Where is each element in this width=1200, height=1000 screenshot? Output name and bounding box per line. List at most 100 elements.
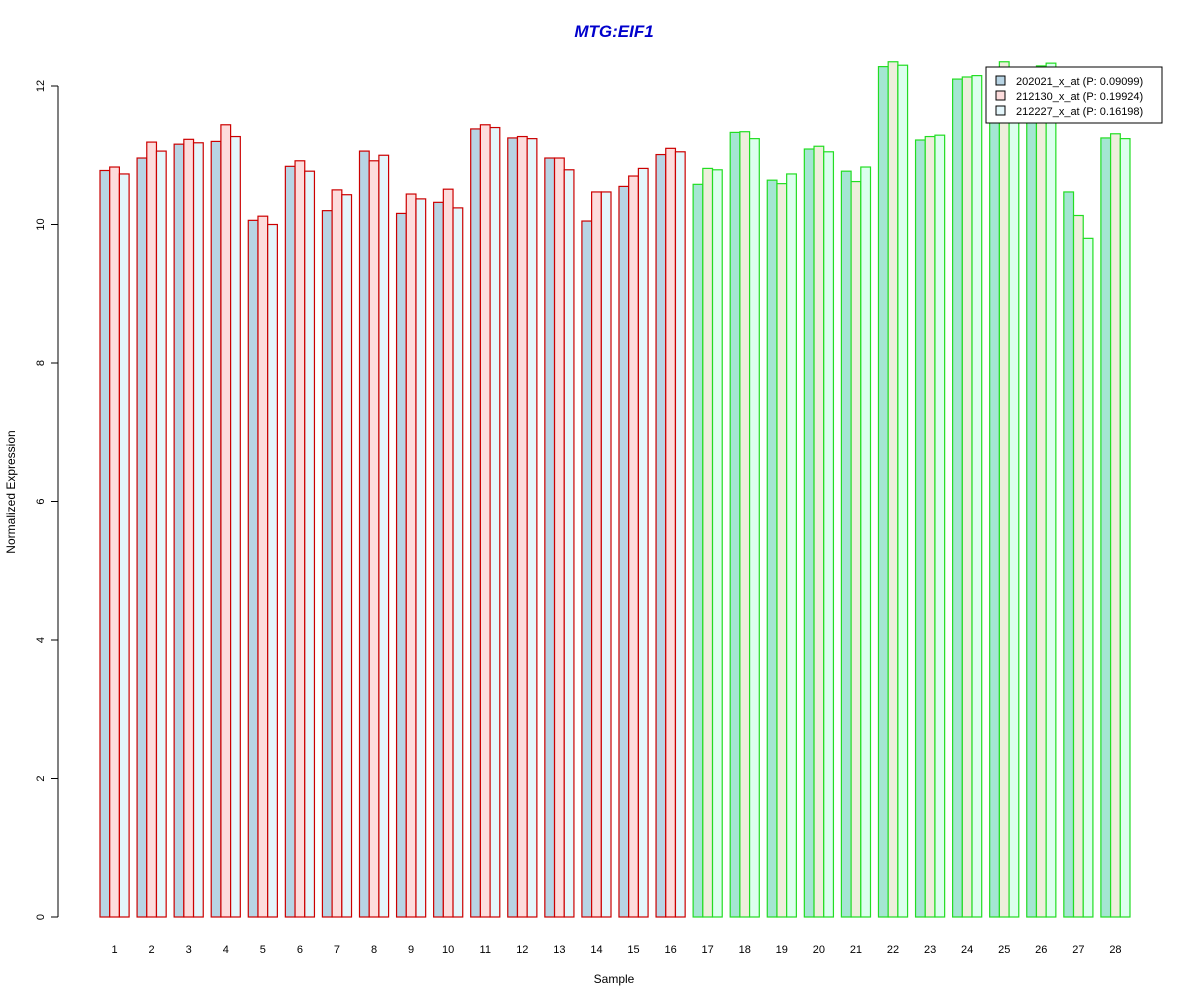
y-tick-label: 12: [35, 80, 47, 92]
bar-sample-26-series-3: [1045, 62, 1057, 918]
bar-sample-4-series-1: [210, 140, 222, 918]
bar-sample-11-series-2: [479, 124, 491, 918]
x-tick-label: 24: [961, 944, 973, 956]
x-tick-label: 19: [776, 944, 788, 956]
bar-sample-19-series-3: [786, 173, 797, 918]
legend-box: [985, 66, 1163, 124]
bar-sample-23-series-3: [934, 134, 946, 918]
y-axis: 0 2 4 6 8 10 12: [35, 80, 59, 920]
bar-sample-17-series-2: [702, 167, 714, 918]
bar-sample-10-series-2: [442, 188, 454, 918]
bar-sample-14-series-2: [591, 191, 602, 918]
bar-sample-27-series-1: [1063, 191, 1075, 918]
bar-sample-23-series-2: [924, 135, 936, 918]
bar-sample-13-series-2: [553, 157, 565, 918]
bar-sample-11-series-3: [489, 126, 501, 918]
bar-sample-7-series-1: [321, 210, 333, 918]
bar-sample-14-series-1: [581, 220, 593, 918]
bar-sample-22-series-1: [877, 66, 889, 918]
bar-sample-9-series-3: [415, 198, 427, 918]
bar-sample-13-series-1: [544, 157, 556, 918]
bar-sample-19-series-2: [776, 183, 788, 918]
x-tick-label: 18: [739, 944, 751, 956]
bar-sample-8-series-3: [378, 154, 390, 918]
x-tick-label: 17: [702, 944, 714, 956]
bar-sample-7-series-2: [331, 189, 343, 918]
x-tick-label: 11: [480, 944, 491, 956]
bar-sample-6-series-3: [304, 170, 316, 918]
bar-sample-12-series-2: [516, 135, 528, 918]
x-tick-label: 28: [1109, 944, 1121, 956]
bar-sample-1-series-3: [118, 173, 130, 918]
x-tick-label: 3: [186, 944, 192, 956]
bar-sample-26-series-1: [1026, 95, 1038, 918]
bar-sample-16-series-2: [665, 147, 677, 918]
bar-sample-27-series-3: [1082, 237, 1094, 918]
bar-sample-12-series-1: [507, 137, 519, 918]
bar-sample-2-series-1: [136, 157, 148, 918]
bar-sample-1-series-1: [99, 169, 111, 918]
bar-sample-25-series-3: [1008, 70, 1020, 918]
x-tick-label: 25: [998, 944, 1010, 956]
x-tick-label: 13: [553, 944, 565, 956]
bar-sample-5-series-3: [267, 223, 278, 918]
bar-sample-18-series-1: [729, 131, 741, 918]
bar-sample-8-series-1: [358, 150, 370, 918]
x-tick-label: 26: [1035, 944, 1047, 956]
bar-sample-6-series-2: [294, 160, 306, 918]
bar-sample-20-series-2: [813, 145, 825, 918]
chart-title: MTG:EIF1: [574, 22, 653, 41]
bar-sample-3-series-2: [183, 138, 195, 918]
bar-sample-24-series-1: [952, 78, 963, 918]
bar-sample-5-series-1: [247, 219, 259, 918]
y-tick-label: 0: [35, 914, 47, 920]
bar-sample-2-series-2: [146, 141, 158, 918]
bar-sample-15-series-3: [637, 167, 649, 918]
bar-sample-3-series-3: [192, 142, 204, 918]
bar-sample-17-series-1: [692, 183, 704, 918]
legend-swatch-2: [995, 90, 1006, 101]
bar-sample-24-series-3: [971, 75, 983, 918]
bar-sample-15-series-1: [618, 185, 630, 918]
x-tick-label: 20: [813, 944, 825, 956]
x-tick-label: 7: [334, 944, 340, 956]
bar-sample-20-series-1: [803, 148, 815, 918]
legend-label-3: 212227_x_at (P: 0.16198): [1016, 106, 1143, 118]
x-tick-label: 15: [627, 944, 639, 956]
bar-sample-23-series-1: [914, 139, 926, 918]
legend-swatch-3: [995, 105, 1006, 116]
legend-label-2: 212130_x_at (P: 0.19924): [1016, 91, 1143, 103]
bar-sample-22-series-3: [897, 64, 909, 918]
bar-sample-16-series-1: [655, 153, 667, 918]
bar-sample-28-series-3: [1119, 138, 1131, 918]
x-tick-label: 1: [111, 944, 117, 956]
x-tick-label: 10: [442, 944, 454, 956]
y-tick-label: 2: [35, 775, 47, 781]
bar-sample-4-series-2: [220, 124, 232, 918]
bar-sample-25-series-2: [998, 61, 1010, 918]
bar-sample-15-series-2: [628, 175, 639, 918]
x-tick-label: 27: [1072, 944, 1084, 956]
bar-sample-16-series-3: [674, 151, 686, 918]
x-tick-label: 2: [149, 944, 155, 956]
legend: 202021_x_at (P: 0.09099) 212130_x_at (P:…: [985, 66, 1163, 124]
bar-sample-21-series-3: [860, 166, 872, 918]
legend-label-1: 202021_x_at (P: 0.09099): [1016, 76, 1143, 88]
bar-sample-9-series-2: [405, 193, 417, 918]
bar-sample-26-series-2: [1035, 65, 1047, 918]
x-axis: 1 2 3 4 5 6 7 8 9 10 11 12 13 14 15 16 17 18 19 20 21 22 23 24 2…: [111, 944, 1121, 956]
bar-sample-9-series-1: [395, 212, 407, 918]
bar-sample-5-series-2: [257, 215, 269, 918]
y-tick-label: 10: [35, 218, 47, 230]
bar-sample-13-series-3: [563, 169, 575, 918]
bar-sample-10-series-3: [452, 207, 464, 918]
legend-swatch-1: [995, 75, 1006, 86]
bar-sample-21-series-1: [840, 170, 852, 918]
x-tick-label: 21: [850, 944, 862, 956]
y-axis-label: Normalized Expression: [4, 430, 18, 553]
bar-sample-24-series-2: [961, 76, 973, 918]
y-tick-label: 4: [35, 637, 47, 643]
bar-sample-21-series-2: [850, 180, 862, 918]
bar-sample-2-series-3: [155, 150, 167, 918]
